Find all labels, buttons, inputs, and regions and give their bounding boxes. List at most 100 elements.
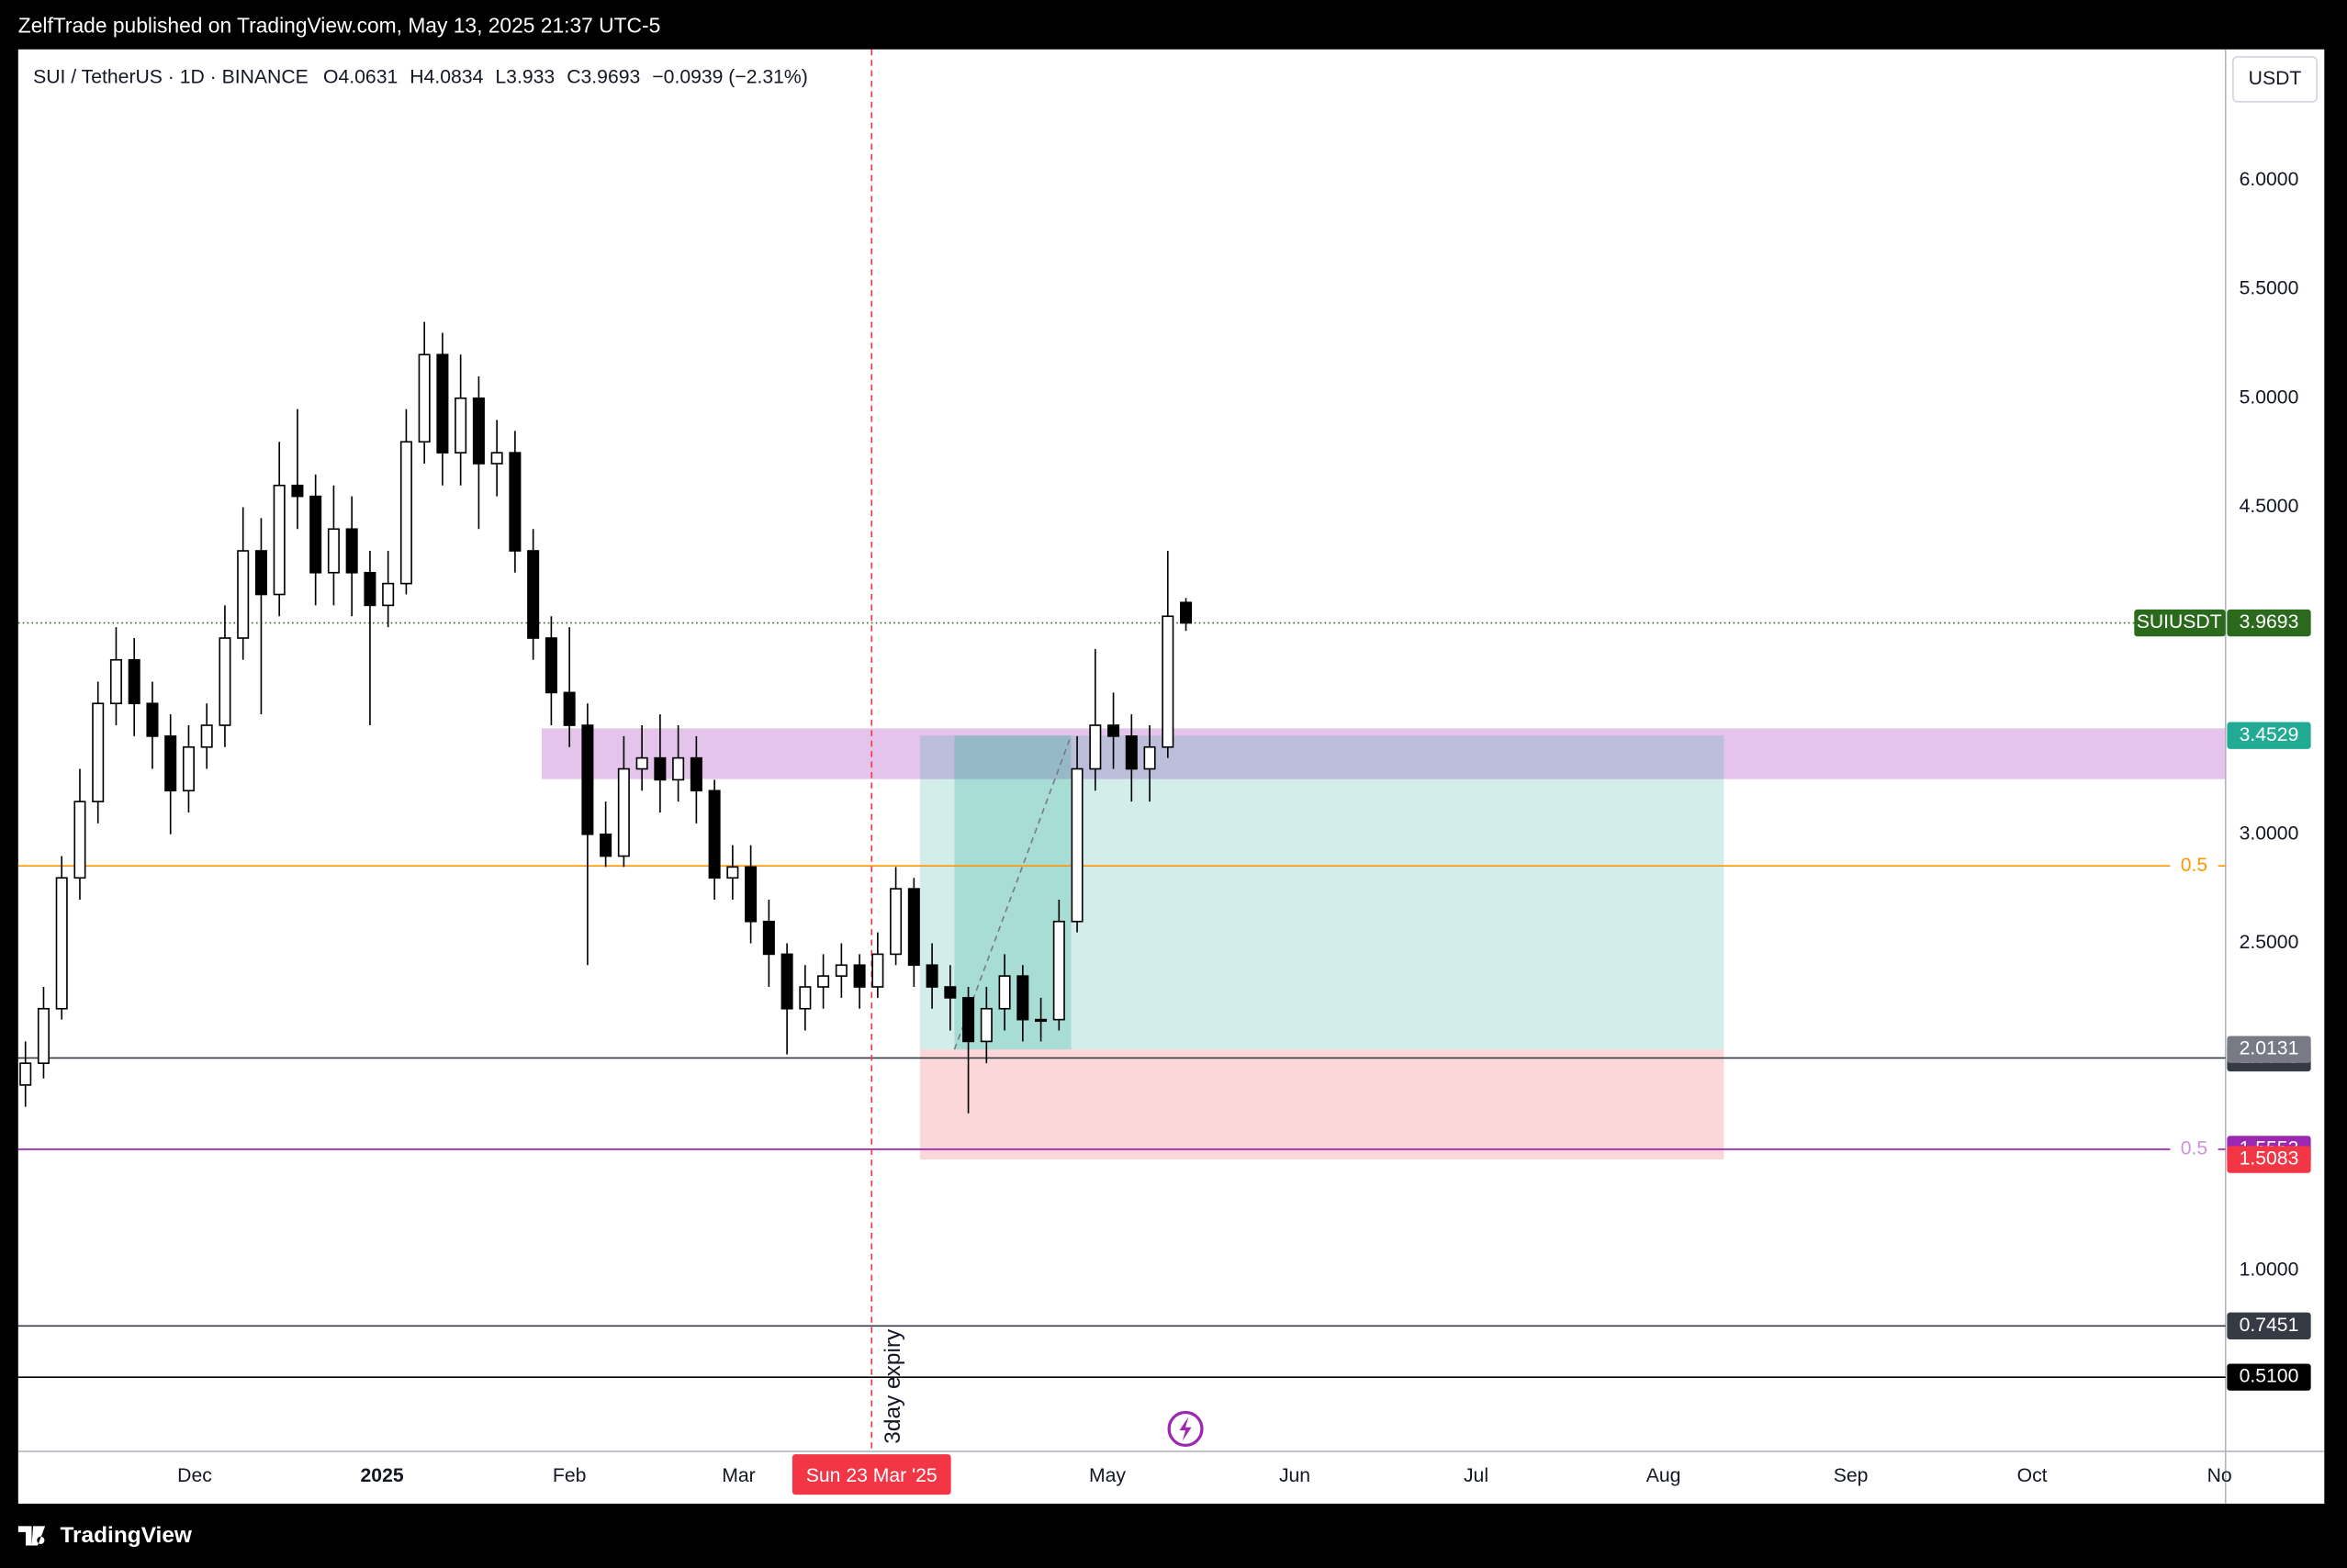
candle-body xyxy=(1143,745,1156,770)
entry-tag: 2.0131 xyxy=(2240,1038,2299,1059)
currency-label: USDT xyxy=(2249,68,2302,89)
y-tick-label: 2.5000 xyxy=(2240,932,2299,953)
candle-body xyxy=(635,756,648,770)
candle-body xyxy=(364,571,376,607)
level-price-tag: 0.7451 xyxy=(2240,1315,2299,1336)
y-tick-label: 4.5000 xyxy=(2240,496,2299,517)
level-text: 0.5 xyxy=(2181,855,2207,876)
candle-body xyxy=(944,986,957,999)
target-tag: 3.4529 xyxy=(2240,724,2299,745)
target-tag-box xyxy=(2227,722,2311,749)
candle-body xyxy=(890,888,903,956)
candle-body xyxy=(19,1062,32,1086)
marker-date-box xyxy=(792,1454,951,1495)
y-tick-label: 1.0000 xyxy=(2240,1259,2299,1280)
candle-body xyxy=(527,550,540,639)
level-text: 0.5 xyxy=(2181,1137,2207,1159)
overlays xyxy=(17,49,2226,1451)
labels: SUI / TetherUS · 1D · BINANCE O4.0631 H4.0… xyxy=(33,66,2311,1495)
candle-body xyxy=(472,397,485,465)
candle-body xyxy=(654,756,667,781)
candle-body xyxy=(490,452,503,465)
x-tick-label: Oct xyxy=(2017,1465,2048,1486)
x-tick-label: 2025 xyxy=(361,1465,404,1486)
y-tick-label: 6.0000 xyxy=(2240,169,2299,190)
candle-body xyxy=(1162,615,1174,748)
candle-body xyxy=(672,756,685,781)
tradingview-logo xyxy=(17,1526,46,1546)
ohlc-value: 4.0834 xyxy=(424,66,484,87)
x-tick-label: Jun xyxy=(1279,1465,1310,1486)
candle-body xyxy=(998,975,1011,1010)
candle-body xyxy=(455,397,467,454)
ohlc-value: 3.9693 xyxy=(581,66,641,87)
stop-tag: 1.5083 xyxy=(2240,1148,2299,1170)
candle-body xyxy=(708,790,721,879)
supply-zone xyxy=(541,728,2226,779)
ohlc-value: 4.0631 xyxy=(339,66,399,87)
candle-body xyxy=(37,1007,50,1064)
currency-button[interactable] xyxy=(2232,56,2318,103)
candle-body xyxy=(726,866,739,879)
candle-body xyxy=(399,441,412,585)
ohlc-key: H xyxy=(410,66,423,87)
candle-body xyxy=(835,964,848,977)
candle-body xyxy=(690,756,702,792)
y-tick-label: 5.5000 xyxy=(2240,278,2299,299)
candle-body xyxy=(617,767,630,857)
ohlc-key: L xyxy=(495,66,506,87)
candle-body xyxy=(1089,724,1102,770)
level-price-tag-box xyxy=(2227,1312,2311,1339)
candle-body xyxy=(853,964,866,988)
y-tick-label: 5.0000 xyxy=(2240,386,2299,408)
x-tick-label: Aug xyxy=(1646,1465,1681,1486)
marker-note: 3day expiry xyxy=(881,1328,905,1444)
candle-body xyxy=(980,1007,993,1043)
candle-body xyxy=(436,353,449,454)
candle-body xyxy=(1071,767,1084,923)
candle-body xyxy=(907,888,920,967)
candle-body xyxy=(600,833,612,857)
candle-body xyxy=(1180,601,1193,624)
candle-body xyxy=(1107,724,1120,737)
stop-tag-box xyxy=(2227,1146,2311,1173)
candle-body xyxy=(509,452,522,552)
candle-body xyxy=(382,582,395,607)
lightning-icon[interactable] xyxy=(1167,1410,1204,1447)
publisher-line: ZelfTrade published on TradingView.com, … xyxy=(18,13,661,37)
y-tick-label: 3.0000 xyxy=(2240,823,2299,844)
x-tick-label: Dec xyxy=(177,1465,212,1486)
x-tick-label: Jul xyxy=(1464,1465,1488,1486)
candle-body xyxy=(799,986,812,1010)
candle-body xyxy=(762,920,775,956)
icon-bolt xyxy=(1179,1417,1192,1441)
candle-body xyxy=(563,691,576,726)
level-price-tag-box xyxy=(2227,1363,2311,1391)
candle-body xyxy=(200,724,213,748)
candle-body xyxy=(73,801,86,879)
candle-body xyxy=(1016,975,1029,1021)
candle-body xyxy=(1052,920,1065,1021)
candle-body xyxy=(219,637,231,726)
last-price-tag-box xyxy=(2227,609,2311,637)
candle-body xyxy=(545,637,557,694)
symbol: SUI / TetherUS · 1D · BINANCE xyxy=(33,66,309,87)
last-price-name: SUIUSDT xyxy=(2137,611,2222,633)
candle-body xyxy=(92,702,105,802)
ohlc-key: C xyxy=(567,66,580,87)
candle-body xyxy=(962,997,975,1043)
x-tick-label: Sep xyxy=(1834,1465,1869,1486)
candle-body xyxy=(327,528,340,574)
change: −0.0939 (−2.31%) xyxy=(652,66,808,87)
candle-body xyxy=(745,866,758,923)
candle-body xyxy=(291,484,304,498)
candle-body xyxy=(1125,735,1138,770)
level-price-tag: 0.5100 xyxy=(2240,1366,2299,1387)
candle-body xyxy=(237,550,250,639)
candle-body xyxy=(128,658,140,705)
candles xyxy=(19,321,1193,1114)
candle-body xyxy=(817,975,830,988)
candle-body xyxy=(55,877,68,1010)
